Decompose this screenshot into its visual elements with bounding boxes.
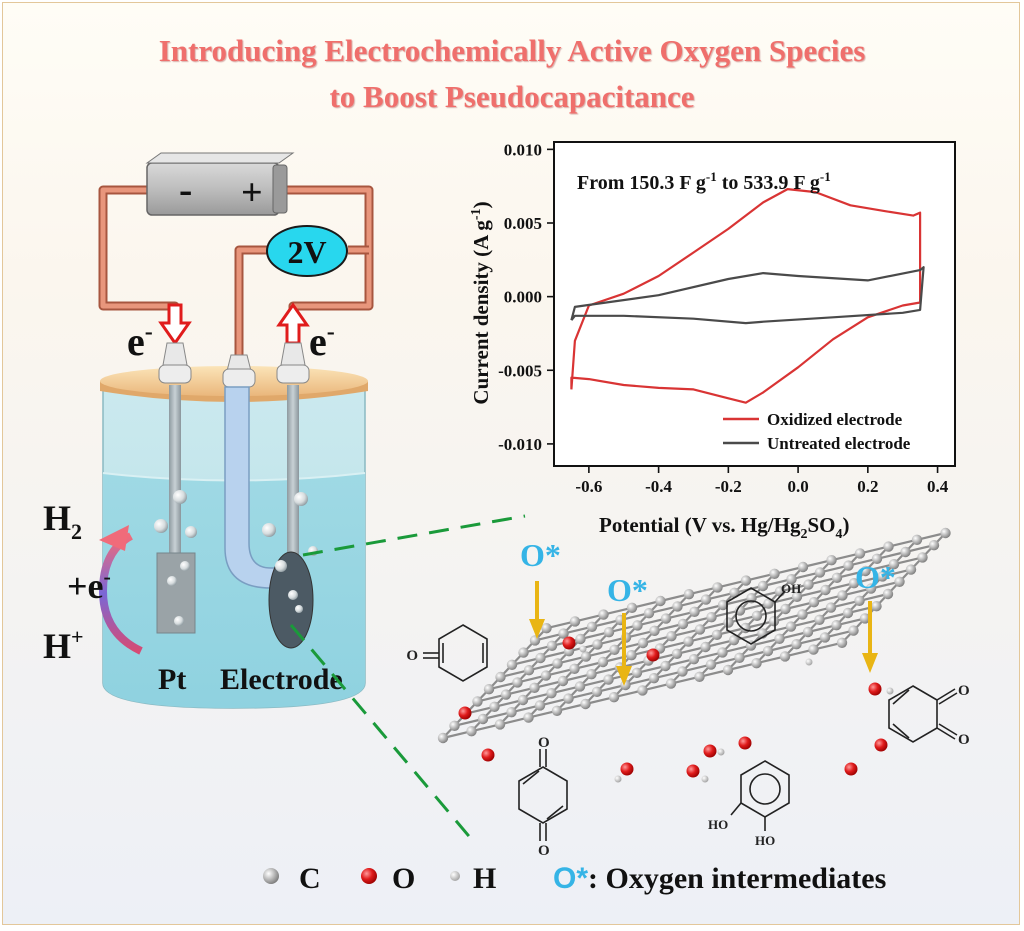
lid-connectors: [158, 342, 310, 388]
battery-minus-sign: -: [179, 167, 192, 212]
oxygen-atom: [686, 764, 700, 778]
working-electrode-rod: [287, 385, 299, 565]
electron-label-left: e-: [127, 319, 153, 364]
oxygen-atom: [458, 706, 472, 720]
oxygen-atom: [868, 682, 882, 696]
legend-label-oxidized: Oxidized electrode: [767, 410, 903, 429]
catechol-ho-label-2: HO: [755, 833, 775, 848]
y-tick-label: 0.005: [504, 214, 542, 233]
voltage-label: 2V: [287, 234, 326, 270]
benzoquinone-oxygen-label-1: O: [538, 735, 550, 751]
electrode-label: Electrode: [220, 663, 343, 696]
structural-formulas: [423, 587, 958, 841]
zoom-line-upper: [302, 514, 526, 557]
plot-area: [553, 141, 956, 467]
chart-legend: Oxidized electrode Untreated electrode: [723, 410, 911, 453]
hydrogen-atom: [701, 775, 709, 783]
oxygen-atom: [703, 744, 717, 758]
battery-plus-sign: +: [241, 172, 263, 214]
legend-hydrogen-ball: [450, 871, 460, 881]
x-tick-label: 0.2: [857, 477, 878, 496]
battery: [145, 152, 295, 216]
oxygen-atom: [646, 648, 660, 662]
graphene-sheet: [437, 527, 951, 744]
title-line-1: Introducing Electrochemically Active Oxy…: [158, 33, 866, 68]
pt-rod: [169, 385, 181, 555]
dienone-oxygen-label: O: [406, 648, 418, 664]
oxygen-atom: [481, 748, 495, 762]
legend-carbon-label: C: [299, 862, 321, 895]
cell-diagram: - + 2V e- e-: [43, 152, 526, 842]
x-tick-label: 0.4: [927, 477, 949, 496]
ostar-label-2: O*: [607, 572, 648, 608]
y-axis-label: Current density (A g-1): [469, 201, 493, 404]
working-electrode: [268, 551, 314, 649]
electron-label-right: e-: [309, 319, 335, 364]
hydrogen-atom: [805, 658, 813, 666]
legend-carbon-ball: [263, 868, 279, 884]
hydrogen-atom: [579, 645, 587, 653]
series-untreated-curve: [570, 266, 925, 325]
title-line-2: to Boost Pseudocapacitance: [329, 79, 695, 114]
ostar-label-1: O*: [520, 537, 561, 573]
oxygen-atoms: [458, 636, 894, 783]
zoom-line-lower: [289, 624, 475, 842]
plus-electron-label: +e-: [67, 564, 111, 606]
oxygen-atom: [562, 636, 576, 650]
series-oxidized-curve: [570, 188, 922, 404]
phenol-oh-label: OH: [781, 581, 801, 596]
h2-label: H2: [43, 498, 82, 544]
hydrogen-atom: [614, 775, 622, 783]
axis-ticks: -0.6 -0.4 -0.2 0.0 0.2 0.4 0.010 0.005 0.000 -0.0…: [498, 140, 949, 496]
legend-label-untreated: Untreated electrode: [767, 434, 911, 453]
hydrogen-atom: [886, 687, 894, 695]
x-tick-label: 0.0: [787, 477, 808, 496]
cv-chart: -0.6 -0.4 -0.2 0.0 0.2 0.4 0.010 0.005 0.000 -0.0…: [469, 140, 956, 542]
y-tick-label: 0.000: [504, 288, 542, 307]
quinone-oxygen-label-2: O: [958, 732, 970, 748]
reaction-arrowhead: [99, 525, 129, 551]
oxygen-atom: [738, 736, 752, 750]
hydrogen-atom: [717, 748, 725, 756]
x-axis-label: Potential (V vs. Hg/Hg2SO4): [599, 513, 849, 542]
oxygen-atom: [844, 762, 858, 776]
atom-legend: [263, 868, 460, 884]
chart-annotation: From 150.3 F g-1 to 533.9 F g-1: [577, 169, 831, 194]
oxygen-atom: [620, 762, 634, 776]
oxygen-atom: [874, 738, 888, 752]
electron-arrow-down: [158, 303, 192, 346]
y-tick-label: -0.010: [498, 435, 542, 454]
h-plus-label: H+: [43, 624, 84, 666]
x-tick-label: -0.6: [575, 477, 602, 496]
ostar-arrows: [529, 581, 878, 686]
y-tick-label: -0.005: [498, 361, 542, 380]
legend-ostar-text: O*: Oxygen intermediates: [553, 862, 886, 895]
series-layer: [570, 188, 925, 404]
catechol-ho-label-1: HO: [708, 817, 728, 832]
x-tick-label: -0.4: [645, 477, 672, 496]
ostar-label-3: O*: [855, 559, 896, 595]
legend-hydrogen-label: H: [473, 862, 496, 895]
legend-oxygen-label: O: [392, 862, 415, 895]
voltmeter: [266, 225, 348, 277]
legend-oxygen-ball: [361, 868, 377, 884]
quinone-oxygen-label-1: O: [958, 683, 970, 699]
y-tick-label: 0.010: [504, 140, 542, 159]
pt-label: Pt: [158, 663, 186, 696]
molecule-diagram: O* O* O* O OH: [263, 527, 970, 895]
bubbles: [154, 490, 318, 626]
benzoquinone-oxygen-label-2: O: [538, 843, 550, 859]
x-tick-label: -0.2: [715, 477, 742, 496]
electron-arrow-up: [276, 302, 310, 345]
